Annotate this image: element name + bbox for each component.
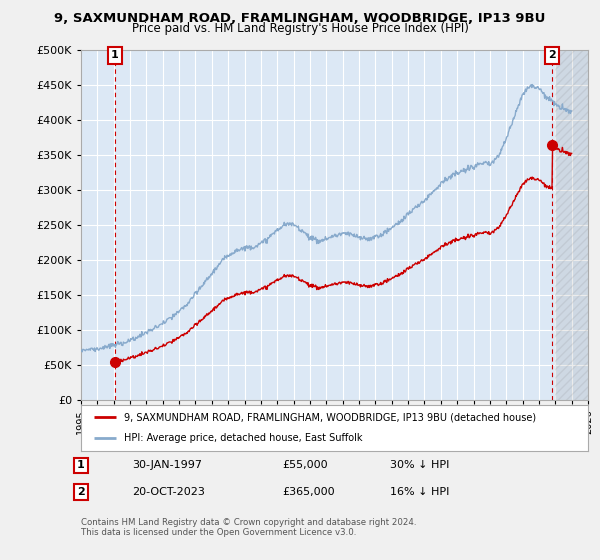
Text: 16% ↓ HPI: 16% ↓ HPI	[390, 487, 449, 497]
Text: 2: 2	[77, 487, 85, 497]
Text: Contains HM Land Registry data © Crown copyright and database right 2024.
This d: Contains HM Land Registry data © Crown c…	[81, 518, 416, 538]
Bar	[555, 50, 588, 400]
Text: HPI: Average price, detached house, East Suffolk: HPI: Average price, detached house, East…	[124, 433, 362, 444]
Text: 20-OCT-2023: 20-OCT-2023	[132, 487, 205, 497]
Text: £365,000: £365,000	[282, 487, 335, 497]
Text: £55,000: £55,000	[282, 460, 328, 470]
Text: 1: 1	[77, 460, 85, 470]
Text: 9, SAXMUNDHAM ROAD, FRAMLINGHAM, WOODBRIDGE, IP13 9BU: 9, SAXMUNDHAM ROAD, FRAMLINGHAM, WOODBRI…	[55, 12, 545, 25]
Text: 2: 2	[548, 50, 556, 60]
Text: 30-JAN-1997: 30-JAN-1997	[132, 460, 202, 470]
Text: Price paid vs. HM Land Registry's House Price Index (HPI): Price paid vs. HM Land Registry's House …	[131, 22, 469, 35]
Text: 9, SAXMUNDHAM ROAD, FRAMLINGHAM, WOODBRIDGE, IP13 9BU (detached house): 9, SAXMUNDHAM ROAD, FRAMLINGHAM, WOODBRI…	[124, 412, 536, 422]
Text: 30% ↓ HPI: 30% ↓ HPI	[390, 460, 449, 470]
Text: 1: 1	[111, 50, 119, 60]
